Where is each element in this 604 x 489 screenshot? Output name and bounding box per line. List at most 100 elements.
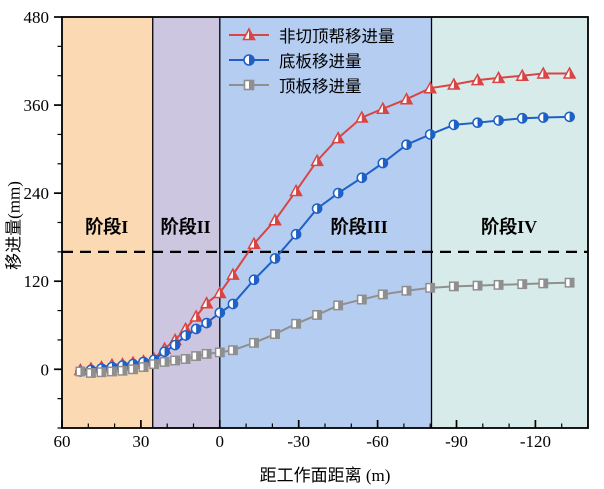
data-point-half — [338, 301, 343, 310]
data-point-half — [498, 115, 504, 126]
plot-border — [61, 16, 589, 429]
data-point-half — [522, 113, 527, 123]
legend-label: 顶板移进量 — [279, 76, 362, 96]
data-point-half — [90, 368, 96, 378]
data-point-half — [406, 140, 412, 150]
data-point-half — [196, 324, 201, 334]
data-point-half — [382, 158, 388, 168]
legend-label: 非切顶帮移进量 — [279, 26, 395, 46]
data-point-half — [477, 74, 484, 85]
data-point-half — [185, 330, 191, 341]
y-tick-label: 0 — [41, 360, 50, 379]
series-2 — [75, 277, 575, 378]
legend-label: 底板移进量 — [279, 51, 362, 71]
data-point-half — [175, 356, 180, 365]
data-point-half — [206, 349, 211, 359]
data-point-half — [569, 112, 575, 122]
x-tick-label: -30 — [287, 432, 310, 451]
x-tick-label: 30 — [132, 432, 149, 451]
data-point-half — [275, 329, 280, 339]
data-point-half — [253, 275, 259, 285]
data-point-half — [232, 299, 238, 309]
data-point-half — [185, 354, 190, 364]
y-tick-label: 120 — [24, 272, 50, 291]
x-tick-label: 60 — [54, 432, 71, 451]
circle-marker-icon — [229, 53, 269, 66]
data-point-half — [522, 279, 527, 289]
data-point-half — [382, 103, 389, 114]
data-point-half — [219, 348, 224, 357]
data-point-half — [338, 132, 344, 143]
data-point-half — [406, 93, 413, 104]
tick-labels: 60 30 0 -30 -60 -90 -120 0 120 240 360 480 — [24, 8, 551, 451]
data-point-half — [317, 310, 322, 320]
data-point-half — [453, 120, 459, 130]
data-point-half — [543, 68, 549, 79]
data-point-half — [406, 286, 411, 295]
data-point-half — [498, 72, 505, 83]
data-point-half — [101, 368, 106, 377]
x-tick-label: -90 — [445, 432, 468, 451]
data-point-half — [296, 229, 301, 239]
square-marker-icon — [229, 79, 269, 90]
legend-item-dingban: 顶板移进量 — [228, 74, 395, 96]
data-point-half — [143, 362, 148, 372]
data-point-half — [154, 359, 159, 369]
data-point-half — [522, 70, 528, 81]
stage-label-1: 阶段I — [85, 217, 129, 238]
y-tick-label: 360 — [24, 96, 50, 115]
data-point-half — [196, 351, 201, 361]
data-point-half — [361, 295, 367, 304]
data-point-half — [164, 347, 170, 357]
data-point-half — [543, 279, 548, 288]
triangle-marker-icon — [229, 26, 269, 40]
stage-zone-1 — [62, 17, 153, 428]
data-point-half — [275, 214, 281, 225]
legend: 非切顶帮移进量 底板移进量 顶板移进量 — [228, 24, 395, 96]
y-tick-label: 480 — [24, 8, 50, 27]
data-point-half — [296, 319, 301, 328]
data-point-half — [477, 281, 482, 290]
data-point-half — [219, 308, 225, 318]
x-tick-label: -120 — [520, 432, 551, 451]
y-axis-title: 移进量(mm) — [4, 181, 24, 270]
data-point-half — [543, 112, 548, 123]
data-point-half — [317, 155, 323, 166]
legend-item-diban: 底板移进量 — [228, 49, 395, 71]
data-point-half — [80, 367, 85, 376]
data-point-half — [296, 185, 302, 196]
data-point-half — [569, 68, 576, 79]
axis-ticks — [54, 16, 589, 429]
x-axis-title: 距工作面距离 (m) — [259, 466, 391, 485]
data-point-half — [206, 318, 212, 328]
data-point-half — [569, 278, 574, 287]
data-point-half — [253, 238, 260, 249]
data-point-half — [122, 366, 127, 375]
data-point-half — [133, 365, 138, 374]
data-point-half — [361, 112, 368, 123]
data-point-half — [338, 188, 343, 198]
data-point-half — [275, 253, 280, 264]
data-point-half — [382, 290, 388, 299]
series-1 — [75, 111, 575, 377]
data-point-half — [430, 82, 436, 93]
data-point-half — [253, 338, 259, 348]
stage-label-3: 阶段III — [330, 217, 388, 238]
legend-item-feiqieding: 非切顶帮移进量 — [228, 24, 395, 46]
data-point-half — [361, 173, 367, 183]
x-tick-label: -60 — [366, 432, 389, 451]
data-point-half — [111, 367, 117, 376]
data-point-half — [498, 280, 503, 290]
data-point-half — [164, 357, 169, 367]
data-point-half — [430, 283, 435, 293]
stage-label-2: 阶段II — [160, 217, 211, 238]
stage-label-4: 阶段IV — [481, 217, 538, 238]
data-point-half — [206, 297, 213, 308]
data-point-half — [453, 79, 460, 90]
y-tick-label: 240 — [24, 184, 50, 203]
data-point-half — [430, 129, 435, 140]
data-point-half — [175, 340, 180, 350]
data-point-half — [232, 346, 238, 355]
data-point-half — [196, 310, 202, 321]
